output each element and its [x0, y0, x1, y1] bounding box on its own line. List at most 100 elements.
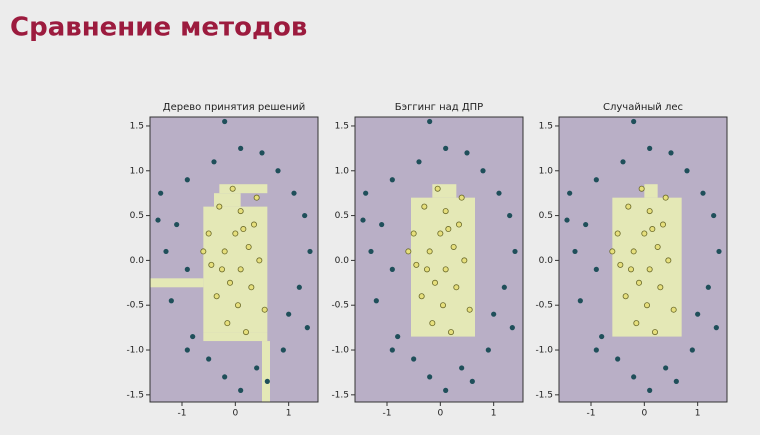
scatter-point: [695, 311, 701, 317]
x-tick-label: 1: [286, 409, 292, 419]
scatter-point: [240, 226, 247, 233]
scatter-point: [564, 217, 570, 223]
scatter-point: [689, 347, 695, 353]
scatter-point: [572, 248, 578, 255]
y-tick-label: -1.5: [126, 390, 144, 400]
decision-region: [644, 184, 658, 198]
scatter-point: [434, 185, 441, 192]
scatter-point: [437, 230, 444, 237]
decision-region: [150, 278, 204, 288]
scatter-point: [512, 248, 518, 255]
scatter-point: [426, 248, 433, 255]
scatter-point: [593, 347, 599, 353]
scatter-point: [222, 374, 228, 380]
scatter-point: [711, 212, 717, 219]
x-tick-label: 0: [232, 409, 238, 419]
scatter-point: [184, 177, 190, 183]
x-tick-label: -1: [587, 409, 596, 419]
scatter-point: [291, 190, 297, 196]
scatter-point: [631, 118, 637, 125]
scatter-point: [647, 145, 653, 151]
scatter-point: [307, 248, 313, 255]
scatter-point: [716, 248, 722, 255]
scatter-point: [248, 284, 255, 291]
scatter-point: [443, 145, 449, 151]
scatter-point: [158, 190, 164, 196]
y-tick-label: 0.0: [335, 256, 350, 266]
scatter-point: [280, 347, 286, 353]
y-tick-label: -0.5: [126, 301, 144, 311]
x-tick-label: 1: [695, 409, 701, 419]
scatter-point: [453, 284, 460, 291]
decision-region: [219, 184, 268, 194]
scatter-point: [213, 293, 220, 300]
y-tick-label: 0.5: [130, 211, 144, 221]
scatter-point: [163, 248, 169, 255]
scatter-point: [646, 208, 653, 215]
scatter-point: [617, 261, 624, 268]
scatter-point: [652, 329, 659, 336]
scatter-point: [633, 320, 640, 327]
scatter-point: [427, 118, 433, 125]
y-tick-label: 1.5: [335, 121, 349, 131]
scatter-point: [211, 159, 217, 165]
y-tick-label: 0.0: [539, 256, 554, 266]
scatter-point: [253, 194, 260, 201]
scatter-point: [389, 177, 395, 183]
scatter-point: [208, 261, 215, 268]
decision-region: [203, 332, 268, 342]
scatter-point: [567, 190, 573, 196]
scatter-point: [459, 365, 465, 371]
scatter-point: [668, 150, 674, 156]
scatter-point: [593, 177, 599, 183]
scatter-point: [461, 257, 468, 264]
scatter-point: [599, 333, 605, 340]
scatter-point: [649, 226, 656, 233]
y-tick-label: 1.0: [130, 166, 145, 176]
scatter-point: [469, 378, 475, 384]
scatter-point: [442, 266, 449, 273]
scatter-point: [155, 217, 161, 223]
scatter-point: [636, 279, 643, 286]
scatter-point: [363, 190, 369, 196]
scatter-point: [405, 248, 412, 255]
scatter-point: [226, 279, 233, 286]
scatter-point: [663, 365, 669, 371]
scatter-point: [229, 185, 236, 192]
scatter-point: [431, 279, 438, 286]
scatter-point: [238, 145, 244, 151]
scatter-point: [630, 248, 637, 255]
scatter-point: [466, 306, 473, 313]
scatter-point: [641, 230, 648, 237]
scatter-point: [411, 356, 417, 362]
decision-region: [612, 197, 682, 337]
scatter-point: [254, 365, 260, 371]
scatter-point: [577, 298, 583, 304]
chart-title: Дерево принятия решений: [163, 102, 305, 113]
scatter-point: [206, 356, 212, 362]
scatter-point: [216, 203, 223, 210]
scatter-point: [256, 257, 263, 264]
chart-title: Случайный лес: [603, 102, 683, 113]
y-tick-label: 1.5: [130, 121, 144, 131]
scatter-point: [593, 266, 599, 272]
y-tick-label: -1.5: [331, 390, 349, 400]
scatter-point: [389, 266, 395, 272]
scatter-point: [200, 248, 207, 255]
y-tick-label: -0.5: [331, 301, 349, 311]
scatter-point: [360, 217, 366, 223]
scatter-point: [496, 190, 502, 196]
x-tick-label: 1: [491, 409, 497, 419]
scatter-point: [389, 347, 395, 353]
scatter-point: [638, 185, 645, 192]
y-tick-label: 0.0: [130, 256, 145, 266]
scatter-point: [443, 387, 449, 393]
scatter-point: [205, 230, 212, 237]
decision-region: [411, 197, 475, 337]
y-tick-label: 0.5: [539, 211, 553, 221]
scatter-point: [237, 208, 244, 215]
scatter-point: [657, 284, 664, 291]
scatter-point: [673, 378, 679, 384]
scatter-point: [609, 248, 616, 255]
scatter-point: [237, 266, 244, 273]
